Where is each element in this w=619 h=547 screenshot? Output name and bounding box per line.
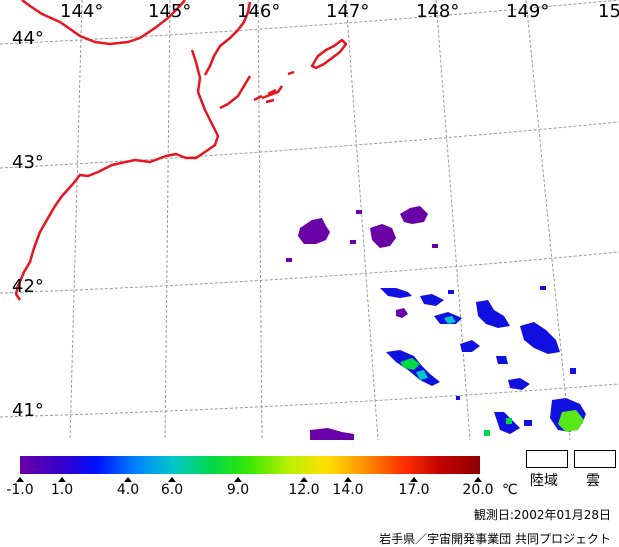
sst-patch: [456, 396, 460, 400]
parallel-42: [0, 251, 619, 294]
land-legend-label: 陸域: [530, 473, 558, 489]
hokkaido-coast: [21, 0, 186, 46]
sst-data-patches: [286, 206, 586, 440]
sea-surface-temperature-map: [0, 0, 619, 440]
sst-patch: [476, 300, 510, 328]
sst-patch: [432, 244, 438, 248]
sst-patch: [558, 410, 584, 432]
sst-patch: [508, 378, 530, 390]
shiretoko-coast: [203, 1, 252, 76]
shikotan-island: [261, 85, 284, 100]
meridian-149: [525, 0, 571, 440]
meridian-148: [435, 0, 471, 440]
longitude-label-148: 148°: [416, 1, 460, 22]
coastline: [14, 0, 348, 301]
sst-patch: [286, 258, 292, 262]
land-legend-swatch: [526, 450, 568, 468]
etorofu-island: [310, 38, 348, 70]
colorbar-tick: [16, 477, 24, 482]
parallel-43: [0, 121, 619, 169]
cloud-legend-swatch: [574, 450, 616, 468]
sst-patch: [524, 420, 532, 426]
longitude-label-150: 15: [598, 1, 619, 22]
temperature-unit: ℃: [502, 482, 518, 498]
meridian-147: [345, 0, 379, 440]
sst-patch: [370, 224, 396, 248]
colorbar-tick: [300, 477, 308, 482]
meridian-145: [164, 0, 171, 440]
longitude-label-149: 149°: [506, 1, 550, 22]
sst-patch: [496, 356, 508, 364]
sst-patch: [484, 430, 490, 436]
hokkaido-east-coast: [14, 49, 220, 301]
sst-patch: [570, 368, 576, 374]
parallel-41: [0, 383, 619, 418]
colorbar-tick-label: 9.0: [226, 482, 250, 498]
kunashiri-coast: [219, 75, 252, 110]
colorbar-tick: [474, 477, 482, 482]
habomai-islands: [253, 88, 277, 104]
longitude-label-145: 145°: [148, 1, 192, 22]
cloud-legend-label: 雲: [586, 473, 600, 489]
longitude-label-146: 146°: [237, 1, 281, 22]
colorbar-tick: [58, 477, 66, 482]
sst-patch: [420, 294, 444, 306]
sst-patch: [356, 210, 362, 214]
sst-patch: [298, 218, 330, 244]
sst-patch: [540, 286, 546, 290]
meridian-144: [69, 0, 83, 440]
colorbar-tick-label: 4.0: [116, 482, 140, 498]
sst-patch: [416, 370, 428, 380]
graticule-grid: [0, 0, 619, 440]
sst-patch: [444, 316, 456, 324]
sst-patch: [506, 418, 512, 424]
sst-patch: [400, 206, 428, 224]
colorbar-tick-label: 6.0: [160, 482, 184, 498]
meridian-146: [257, 0, 263, 440]
latitude-label-42: 42°: [12, 276, 44, 297]
longitude-label-144: 144°: [60, 1, 104, 22]
colorbar-tick: [344, 477, 352, 482]
colorbar-tick-label: 17.0: [398, 482, 430, 498]
colorbar-tick-label: -1.0: [6, 482, 34, 498]
latitude-label-44: 44°: [12, 28, 44, 49]
sst-patch: [400, 358, 420, 370]
temperature-colorbar: [20, 456, 480, 474]
parallel-44: [0, 0, 619, 45]
sst-patch: [380, 288, 412, 298]
sst-patch: [310, 428, 354, 440]
colorbar-tick-label: 14.0: [332, 482, 364, 498]
colorbar-tick: [410, 477, 418, 482]
sst-patch: [520, 322, 560, 354]
colorbar-tick-label: 1.0: [50, 482, 74, 498]
project-credit: 岩手県／宇宙開発事業団 共同プロジェクト: [379, 532, 611, 546]
islet: [287, 70, 295, 76]
colorbar-tick-label: 12.0: [288, 482, 320, 498]
colorbar-tick: [168, 477, 176, 482]
observation-date: 観測日:2002年01月28日: [473, 508, 611, 522]
sst-patch: [460, 340, 480, 352]
legend-panel: -1.0 1.0 4.0 6.0 9.0 12.0 14.0 17.0 20.0…: [0, 440, 619, 546]
colorbar-tick: [124, 477, 132, 482]
sst-patch: [350, 240, 356, 244]
latitude-label-43: 43°: [12, 152, 44, 173]
latitude-label-41: 41°: [12, 400, 44, 421]
colorbar-tick-label: 20.0: [462, 482, 494, 498]
longitude-label-147: 147°: [326, 1, 370, 22]
sst-patch: [448, 290, 454, 294]
sst-patch: [396, 308, 408, 318]
colorbar-tick: [234, 477, 242, 482]
